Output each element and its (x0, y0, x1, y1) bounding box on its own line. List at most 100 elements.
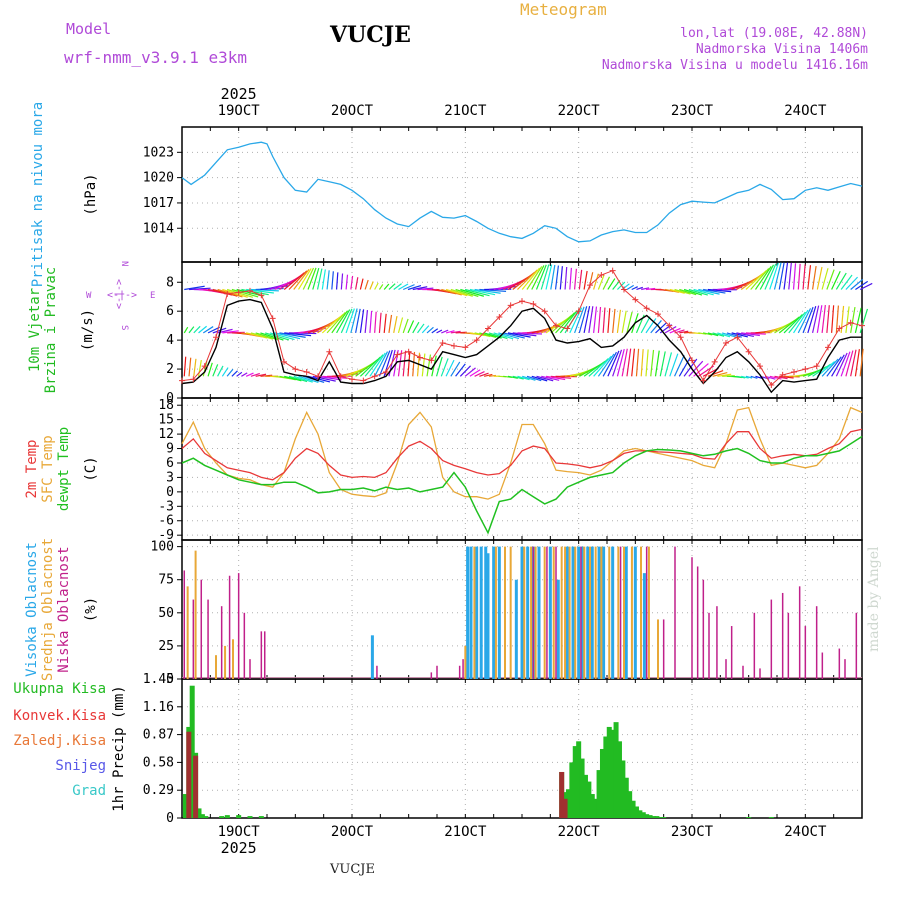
wind-arrow (583, 306, 591, 334)
wind-arrow (521, 267, 541, 290)
wind-arrow (417, 323, 425, 334)
wind-arrow (854, 349, 860, 377)
wind-arrow (774, 375, 788, 380)
wind-arrow (588, 306, 594, 333)
wind-arrow (517, 269, 538, 290)
wind-arrow (279, 332, 306, 338)
wind-arrow (236, 371, 243, 377)
precip-bar (623, 777, 629, 818)
precip-unit-label: 1hr Precip (mm) (111, 685, 127, 811)
precip-legend-label: Ukupna Kisa (13, 681, 106, 697)
wind-gust-marker (734, 334, 741, 341)
wind-arrow (241, 372, 248, 377)
wind-arrow (245, 372, 254, 377)
wind-arrow (231, 288, 259, 298)
precip-bar (572, 746, 578, 818)
wind-arrow (688, 360, 704, 377)
wind-arrow (779, 375, 794, 379)
precip-legend-label: Konvek.Kisa (13, 708, 106, 724)
wind-arrow (669, 288, 685, 294)
precip-bar (596, 770, 602, 818)
precip-bar (582, 774, 588, 818)
wind-arrow (612, 308, 616, 333)
wind-arrow (402, 318, 409, 334)
wind-arrow (345, 308, 355, 334)
y-tick-label: 100 (151, 540, 174, 555)
wind-arrow (745, 332, 766, 335)
precip-bar (199, 814, 205, 818)
wind-arrow (741, 375, 749, 379)
x-tick-label: 20OCT (331, 103, 374, 119)
wind-arrow (631, 286, 638, 291)
y-tick-label: 25 (158, 639, 174, 654)
wind-arrow (664, 352, 673, 377)
precip-legend-label: Snijeg (55, 758, 106, 774)
wind-arrow (193, 325, 201, 334)
precip-bar (599, 748, 605, 818)
wind-arrow (388, 314, 393, 333)
compass-south: S (119, 325, 129, 330)
wind-gust-marker (530, 300, 537, 307)
wind-arrow (412, 321, 420, 334)
precip-bar (616, 741, 622, 818)
wind-gust-marker (485, 325, 491, 332)
cloud-series-2 (183, 546, 858, 679)
wind-arrow (559, 266, 563, 290)
wind-arrow (374, 282, 379, 290)
wind-arrow (850, 278, 864, 290)
wind-arrow (307, 267, 317, 290)
wind-arrow (369, 310, 373, 333)
x-tick-label: 21OCT (444, 103, 487, 119)
wind-arrow (221, 367, 229, 377)
wind-gust-marker (496, 313, 503, 320)
wind-arrow (412, 351, 416, 377)
precip-bar (189, 685, 195, 818)
wind-arrow (764, 263, 777, 290)
precip-bar (637, 810, 643, 818)
compass-vertical: <-|-> (114, 279, 125, 309)
wind-arrow (612, 349, 623, 377)
wind-arrow (364, 354, 384, 377)
wind-arrow (198, 325, 208, 334)
wind-arrow (284, 332, 312, 337)
pressure-panel: 1014 1017 1020 1023 (143, 126, 863, 263)
precip-bar (654, 816, 660, 818)
precip-bar (640, 812, 646, 818)
wind-gust-marker (235, 289, 242, 296)
clouds-side-label: Visoka Oblacnost (24, 542, 40, 677)
wind-arrow (212, 364, 219, 377)
wind-arrow (284, 375, 302, 382)
wind-arrow (807, 306, 817, 334)
y-tick-label: 2 (166, 362, 174, 377)
wind-arrow (636, 286, 643, 291)
footer-station: VUCJE (330, 862, 375, 877)
x-tick-label: 24OCT (784, 103, 827, 119)
wind-arrow (554, 265, 560, 290)
wind-arrow (378, 284, 384, 290)
y-tick-label: 12 (158, 427, 174, 442)
wind-arrow (859, 308, 869, 334)
y-tick-label: 3 (166, 470, 174, 485)
precip-bar (196, 808, 202, 818)
wind-arrow (445, 288, 468, 297)
wind-arrow (484, 373, 493, 377)
wind-arrow (617, 281, 626, 290)
coordinates: lon,lat (19.08E, 42.88N) (680, 26, 868, 41)
wind-gust-marker (224, 290, 231, 297)
wind-arrow (526, 375, 542, 382)
wind-arrow (197, 359, 202, 377)
wind-arrow (297, 268, 312, 290)
precip-bar (603, 736, 609, 818)
wind-arrow (816, 266, 823, 290)
wind-arrow (474, 288, 501, 294)
wind-arrow (840, 274, 853, 290)
wind-arrow (545, 375, 566, 381)
wind-arrow (754, 266, 772, 290)
cloud-series-0 (370, 546, 646, 679)
wind-gust-marker (462, 344, 469, 351)
wind-arrow (745, 270, 767, 290)
wind-gust-marker (473, 337, 480, 344)
wind-gust-marker (326, 348, 333, 355)
wind-arrow (531, 375, 548, 382)
wind-gust-marker (451, 342, 457, 349)
